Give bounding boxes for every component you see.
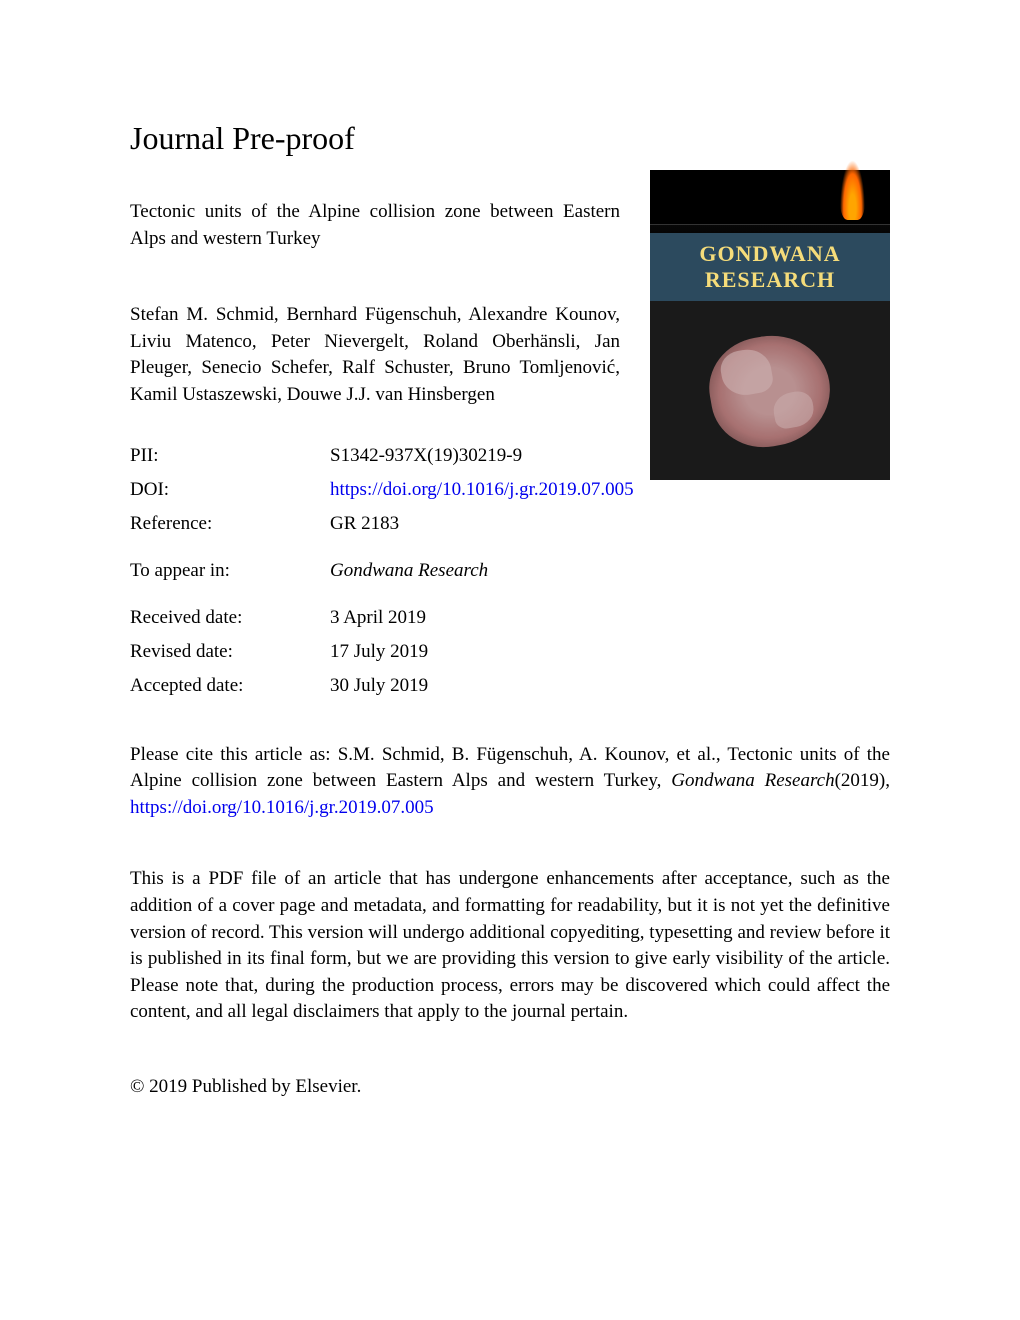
authors-list: Stefan M. Schmid, Bernhard Fügenschuh, A… [130, 302, 620, 408]
metadata-row-revised: Revised date: 17 July 2019 [130, 641, 890, 663]
received-value: 3 April 2019 [330, 607, 890, 629]
revised-label: Revised date: [130, 641, 330, 663]
doi-link[interactable]: https://doi.org/10.1016/j.gr.2019.07.005 [330, 479, 634, 500]
gondwana-map-icon [701, 326, 838, 455]
cover-map-image [650, 301, 890, 480]
pii-label: PII: [130, 445, 330, 467]
cover-journal-name: GONDWANA RESEARCH [650, 233, 890, 301]
metadata-row-reference: Reference: GR 2183 [130, 513, 890, 535]
article-title: Tectonic units of the Alpine collision z… [130, 199, 620, 252]
metadata-table: PII: S1342-937X(19)30219-9 DOI: https://… [130, 445, 890, 697]
revised-value: 17 July 2019 [330, 641, 890, 663]
appear-value: Gondwana Research [330, 560, 890, 582]
metadata-row-appear: To appear in: Gondwana Research [130, 560, 890, 582]
metadata-row-doi: DOI: https://doi.org/10.1016/j.gr.2019.0… [130, 479, 890, 501]
cover-top-bar [650, 170, 890, 225]
reference-value: GR 2183 [330, 513, 890, 535]
metadata-row-received: Received date: 3 April 2019 [130, 607, 890, 629]
copyright-text: © 2019 Published by Elsevier. [130, 1076, 890, 1098]
accepted-value: 30 July 2019 [330, 675, 890, 697]
disclaimer-text: This is a PDF file of an article that ha… [130, 866, 890, 1026]
accepted-label: Accepted date: [130, 675, 330, 697]
received-label: Received date: [130, 607, 330, 629]
citation-journal: Gondwana Research [671, 770, 834, 791]
doi-label: DOI: [130, 479, 330, 501]
page-title: Journal Pre-proof [130, 120, 890, 157]
journal-cover-thumbnail: GONDWANA RESEARCH [650, 170, 890, 480]
citation-doi-link[interactable]: https://doi.org/10.1016/j.gr.2019.07.005 [130, 797, 434, 818]
appear-label: To appear in: [130, 560, 330, 582]
citation-year: (2019), [835, 770, 890, 791]
reference-label: Reference: [130, 513, 330, 535]
flame-icon [840, 160, 865, 220]
citation-text: Please cite this article as: S.M. Schmid… [130, 742, 890, 822]
metadata-row-accepted: Accepted date: 30 July 2019 [130, 675, 890, 697]
doi-value: https://doi.org/10.1016/j.gr.2019.07.005 [330, 479, 890, 501]
